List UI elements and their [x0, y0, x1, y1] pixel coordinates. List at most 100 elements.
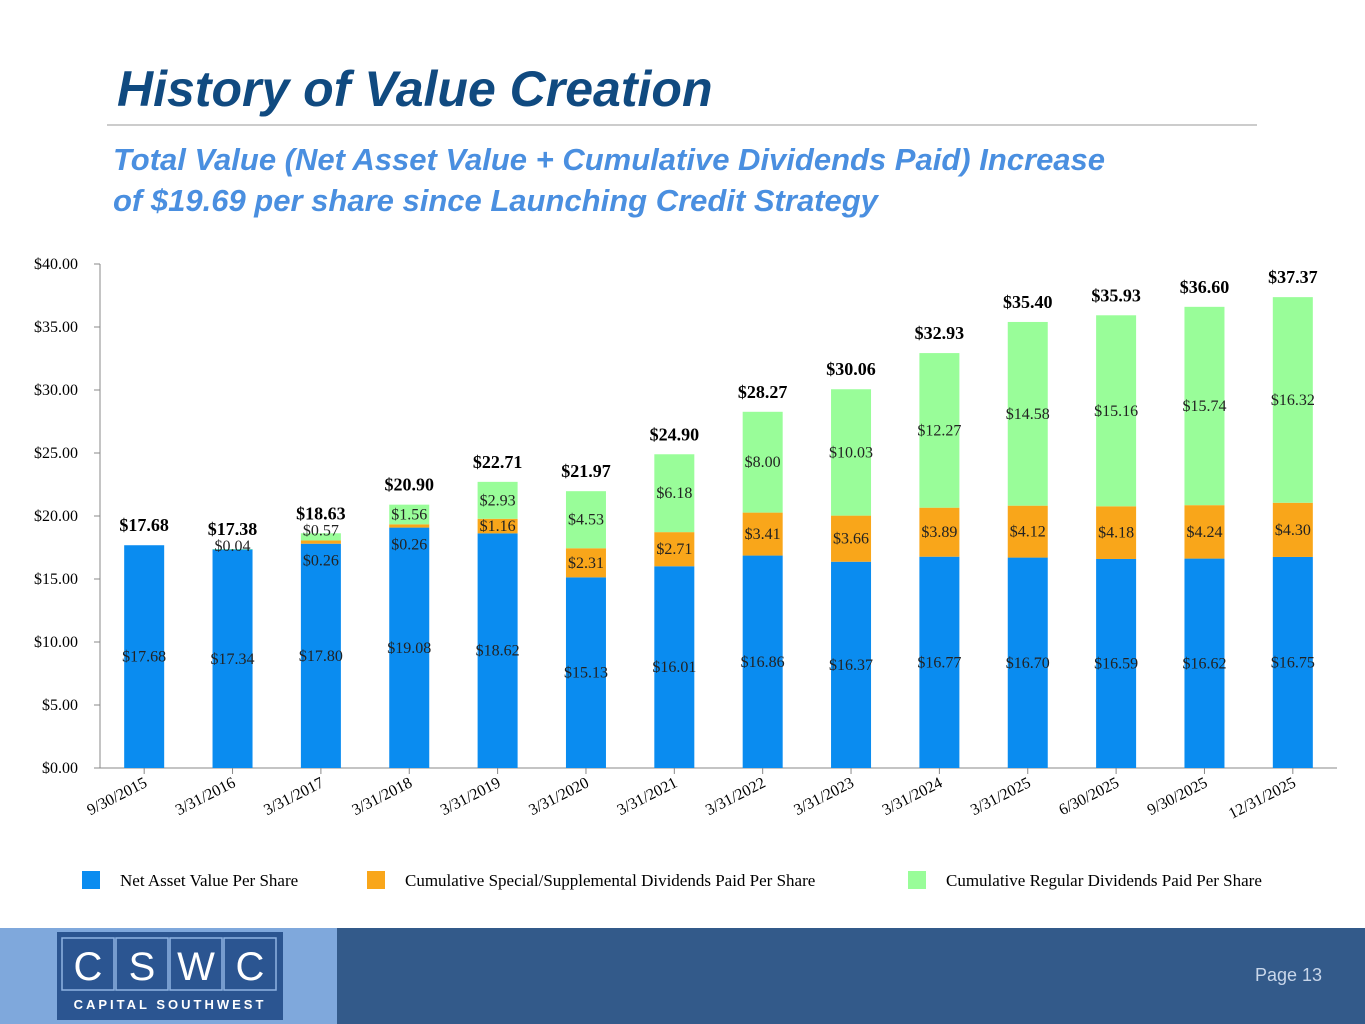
- legend-label: Cumulative Special/Supplemental Dividend…: [405, 871, 815, 890]
- bar-segment: [831, 515, 872, 562]
- bar-segment: [300, 543, 341, 768]
- bar-segment: [742, 512, 783, 556]
- x-tick-label: 3/31/2017: [261, 774, 327, 819]
- segment-label: $16.86: [741, 654, 785, 671]
- bar-segment: [1007, 321, 1048, 506]
- total-label: $20.90: [385, 475, 435, 495]
- bar-segment: [300, 540, 341, 544]
- segment-label: $18.62: [476, 643, 520, 660]
- segment-label: $16.77: [917, 654, 961, 671]
- x-tick-label: 3/31/2025: [968, 774, 1034, 819]
- segment-label: $17.68: [122, 649, 166, 666]
- total-label: $22.71: [473, 452, 523, 472]
- y-tick-label: $25.00: [34, 445, 78, 462]
- logo-letter: C: [74, 945, 103, 989]
- segment-label: $17.34: [211, 651, 255, 668]
- x-tick-label: 9/30/2015: [84, 774, 150, 819]
- subtitle: Total Value (Net Asset Value + Cumulativ…: [113, 142, 1105, 177]
- segment-label: $16.70: [1006, 655, 1050, 672]
- bar-segment: [565, 491, 606, 549]
- bar-segment: [565, 577, 606, 768]
- segment-label: $4.12: [1010, 524, 1046, 541]
- x-tick-label: 6/30/2025: [1056, 774, 1122, 819]
- logo-letter: W: [177, 945, 215, 989]
- y-tick-label: $40.00: [34, 256, 78, 273]
- x-tick-label: 3/31/2022: [703, 774, 769, 819]
- logo-cell: [61, 937, 115, 991]
- segment-label: $4.30: [1275, 522, 1311, 539]
- x-tick-label: 3/31/2018: [350, 774, 416, 819]
- bar-segment: [654, 532, 695, 567]
- segment-label: $1.56: [391, 506, 427, 523]
- x-tick-label: 3/31/2023: [791, 774, 857, 819]
- total-label: $35.40: [1003, 292, 1053, 312]
- bar-segment: [300, 533, 341, 541]
- bar-segment: [919, 353, 960, 508]
- segment-label: $16.32: [1271, 392, 1315, 409]
- segment-label: $4.53: [568, 512, 604, 529]
- segment-label: $8.00: [745, 454, 781, 471]
- y-tick-label: $15.00: [34, 571, 78, 588]
- segment-label: $0.57: [303, 522, 339, 539]
- segment-label: $17.80: [299, 648, 343, 665]
- page-number: Page 13: [1255, 965, 1322, 985]
- segment-label: $14.58: [1006, 406, 1050, 423]
- bar-segment: [477, 481, 518, 519]
- bar-segment: [1184, 306, 1225, 506]
- segment-label: $15.16: [1094, 403, 1138, 420]
- bar-segment: [1272, 297, 1313, 503]
- segment-label: $16.01: [652, 659, 696, 676]
- segment-label: $16.75: [1271, 654, 1315, 671]
- x-tick-label: 3/31/2016: [173, 774, 239, 819]
- bar-segment: [565, 548, 606, 578]
- segment-label: $16.59: [1094, 655, 1138, 672]
- bar-segment: [1184, 558, 1225, 768]
- bar-segment: [742, 555, 783, 768]
- bar-segment: [389, 504, 430, 525]
- total-label: $17.68: [119, 515, 169, 535]
- bar-segment: [1096, 558, 1137, 768]
- bar-segment: [1096, 315, 1137, 507]
- segment-label: $3.66: [833, 531, 869, 548]
- bar-segment: [1184, 505, 1225, 559]
- bar-segment: [1007, 557, 1048, 768]
- legend-label: Cumulative Regular Dividends Paid Per Sh…: [946, 871, 1262, 890]
- bar-segment: [1272, 502, 1313, 557]
- segment-label: $0.26: [303, 553, 339, 570]
- footer-band: [337, 928, 1365, 1024]
- y-tick-label: $35.00: [34, 319, 78, 336]
- bar-segment: [212, 549, 253, 550]
- total-label: $21.97: [561, 461, 611, 481]
- bar-segment: [477, 518, 518, 534]
- legend-swatch: [908, 871, 926, 889]
- bar-segment: [1007, 505, 1048, 558]
- total-label: $17.38: [208, 519, 258, 539]
- segment-label: $12.27: [917, 422, 961, 439]
- plot: $0.00 $5.00 $10.00 $15.00 $20.00 $25.00 $30.00…: [34, 256, 1337, 890]
- total-label: $32.93: [915, 323, 965, 343]
- segment-label: $2.31: [568, 555, 604, 572]
- x-tick-label: 3/31/2019: [438, 774, 504, 819]
- x-tick-label: 3/31/2024: [880, 774, 946, 819]
- logo-cell: [223, 937, 277, 991]
- segment-label: $1.16: [480, 518, 516, 535]
- total-label: $28.27: [738, 382, 788, 402]
- subtitle: of $19.69 per share since Launching Cred…: [113, 183, 880, 218]
- bar-segment: [919, 507, 960, 557]
- segment-label: $4.24: [1186, 524, 1222, 541]
- segment-label: $15.13: [564, 665, 608, 682]
- logo-name: CAPITAL SOUTHWEST: [74, 997, 267, 1012]
- x-tick-label: 3/31/2021: [615, 774, 681, 819]
- segment-label: $2.71: [656, 541, 692, 558]
- segment-label: $2.93: [480, 492, 516, 509]
- segment-label: $4.18: [1098, 525, 1134, 542]
- segment-label: $0.26: [391, 537, 427, 554]
- total-label: $37.37: [1268, 267, 1318, 287]
- legend-swatch: [367, 871, 385, 889]
- total-label: $18.63: [296, 503, 346, 523]
- total-label: $30.06: [826, 359, 876, 379]
- segment-label: $15.74: [1182, 398, 1226, 415]
